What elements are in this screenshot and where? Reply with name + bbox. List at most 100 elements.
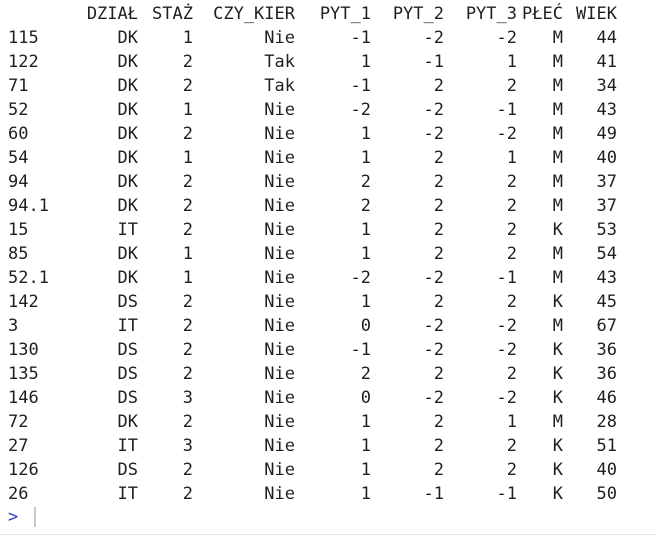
table-cell: 0 [360,316,371,336]
table-cell: -2 [496,124,517,144]
table-cell: Nie [264,100,295,120]
table-cell: M [552,148,563,168]
table-cell: M [552,28,563,48]
table-cell: K [552,484,563,504]
table-cell: Nie [264,388,295,408]
table-cell: 37 [596,196,617,216]
table-cell: M [552,244,563,264]
table-cell: 2 [433,76,444,96]
table-cell: 2 [506,436,517,456]
table-cell: M [552,412,563,432]
table-cell: 1 [360,244,371,264]
table-cell: DK [117,196,138,216]
table-row: 3 IT 2 Nie 0 -2 -2 M 67 [8,314,617,338]
table-cell: -1 [350,340,371,360]
table-cell: 2 [182,316,193,336]
column-header: PŁEĆ [522,4,563,24]
table-cell: 54 [596,244,617,264]
table-cell: 1 [360,148,371,168]
row-name: 3 [8,316,19,336]
table-cell: -2 [423,316,444,336]
table-cell: Tak [264,76,295,96]
table-cell: DK [117,412,138,432]
table-cell: Nie [264,292,295,312]
table-cell: 2 [182,364,193,384]
row-name: 26 [8,484,29,504]
table-cell: 2 [506,220,517,240]
table-cell: DK [117,52,138,72]
table-row: 54 DK 1 Nie 1 2 1 M 40 [8,146,617,170]
table-cell: 36 [596,340,617,360]
table-cell: -2 [350,100,371,120]
table-cell: 2 [506,196,517,216]
row-name: 94 [8,172,29,192]
row-name: 27 [8,436,29,456]
table-cell: 2 [182,484,193,504]
table-cell: M [552,100,563,120]
table-cell: 53 [596,220,617,240]
table-cell: 1 [360,412,371,432]
table-cell: -1 [423,52,444,72]
table-cell: 49 [596,124,617,144]
table-cell: 51 [596,436,617,456]
table-cell: -2 [496,28,517,48]
row-name: 135 [8,364,39,384]
table-cell: IT [117,436,138,456]
table-cell: Nie [264,436,295,456]
table-row: 60 DK 2 Nie 1 -2 -2 M 49 [8,122,617,146]
table-cell: 2 [506,364,517,384]
table-cell: IT [117,484,138,504]
table-cell: 1 [360,484,371,504]
table-cell: Nie [264,196,295,216]
table-cell: 67 [596,316,617,336]
table-cell: M [552,196,563,216]
table-cell: K [552,388,563,408]
table-cell: 2 [433,436,444,456]
table-row: 15 IT 2 Nie 1 2 2 K 53 [8,218,617,242]
table-cell: 2 [433,412,444,432]
table-cell: M [552,76,563,96]
table-cell: Nie [264,220,295,240]
row-name: 94.1 [8,196,49,216]
column-header: DZIAŁ [86,4,138,24]
table-cell: Nie [264,364,295,384]
row-name: 54 [8,148,29,168]
table-cell: 2 [433,172,444,192]
table-row: 135 DS 2 Nie 2 2 2 K 36 [8,362,617,386]
row-name: 15 [8,220,29,240]
table-cell: M [552,172,563,192]
table-cell: Nie [264,340,295,360]
table-cell: 2 [506,460,517,480]
table-row: 26 IT 2 Nie 1 -1 -1 K 50 [8,482,617,506]
table-cell: Nie [264,316,295,336]
table-cell: DK [117,28,138,48]
table-cell: 1 [360,436,371,456]
table-cell: DS [117,340,138,360]
table-cell: DK [117,172,138,192]
table-cell: -1 [423,484,444,504]
table-cell: 1 [360,220,371,240]
table-cell: -2 [496,388,517,408]
table-cell: 34 [596,76,617,96]
table-cell: DS [117,388,138,408]
table-row: 71 DK 2 Tak -1 2 2 M 34 [8,74,617,98]
row-name: 122 [8,52,39,72]
column-header: PYT_2 [392,4,444,24]
table-cell: -2 [423,388,444,408]
table-cell: 45 [596,292,617,312]
table-cell: 2 [433,292,444,312]
table-cell: M [552,268,563,288]
table-row: 27 IT 3 Nie 1 2 2 K 51 [8,434,617,458]
table-cell: 2 [182,460,193,480]
table-cell: DK [117,268,138,288]
table-cell: 41 [596,52,617,72]
table-cell: 0 [360,388,371,408]
table-cell: Nie [264,412,295,432]
table-cell: 2 [182,196,193,216]
table-cell: -2 [423,28,444,48]
console-input-line[interactable]: > [8,505,36,529]
table-cell: DK [117,76,138,96]
table-cell: Nie [264,484,295,504]
table-cell: 1 [360,292,371,312]
table-cell: 44 [596,28,617,48]
